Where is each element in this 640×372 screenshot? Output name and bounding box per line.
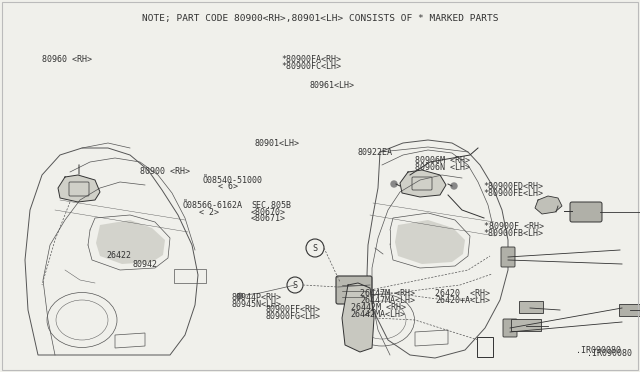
Text: < 6>: < 6> [218,182,237,191]
FancyBboxPatch shape [503,319,517,337]
Text: 80900FG<LH>: 80900FG<LH> [266,312,321,321]
Text: 26420+A<LH>: 26420+A<LH> [435,296,490,305]
FancyBboxPatch shape [519,301,543,313]
Text: Õ08566-6162A: Õ08566-6162A [182,201,243,210]
Text: 80942: 80942 [132,260,157,269]
Polygon shape [395,220,465,264]
Text: <80670>: <80670> [251,208,286,217]
Text: 80960 <RH>: 80960 <RH> [42,55,92,64]
Text: 80944P<RH>: 80944P<RH> [232,293,282,302]
Text: 80945N<LH>: 80945N<LH> [232,300,282,309]
Text: NOTE; PART CODE 80900<RH>,80901<LH> CONSISTS OF * MARKED PARTS: NOTE; PART CODE 80900<RH>,80901<LH> CONS… [141,14,499,23]
Text: .IR090080: .IR090080 [576,346,621,355]
Text: S: S [292,280,298,289]
Text: 80901<LH>: 80901<LH> [255,139,300,148]
Text: 26422: 26422 [106,251,131,260]
Text: < 2>: < 2> [199,208,219,217]
FancyBboxPatch shape [570,202,602,222]
FancyBboxPatch shape [336,276,372,304]
Text: 80906N <LH>: 80906N <LH> [415,163,470,172]
Text: *80900F <RH>: *80900F <RH> [484,222,544,231]
Polygon shape [400,170,446,197]
FancyBboxPatch shape [619,304,640,316]
Text: SEC.805B: SEC.805B [251,201,291,210]
Polygon shape [535,196,562,214]
Text: 80906M <RH>: 80906M <RH> [415,156,470,165]
Text: S: S [312,244,317,253]
Text: 26442MA<LH>: 26442MA<LH> [351,310,406,318]
Text: *80900FD<RH>: *80900FD<RH> [484,182,544,191]
Text: *80900FB<LH>: *80900FB<LH> [484,229,544,238]
Text: 80961<LH>: 80961<LH> [310,81,355,90]
Text: 26447MA<LH>: 26447MA<LH> [360,296,415,305]
FancyBboxPatch shape [501,247,515,267]
Text: *80900FA<RH>: *80900FA<RH> [282,55,342,64]
FancyBboxPatch shape [511,319,541,331]
Text: 26442M <RH>: 26442M <RH> [351,303,406,312]
Text: *80900FC<LH>: *80900FC<LH> [282,62,342,71]
Circle shape [391,181,397,187]
Polygon shape [96,220,165,264]
Polygon shape [58,175,100,202]
Text: 80900 <RH>: 80900 <RH> [140,167,189,176]
Text: 26420  <RH>: 26420 <RH> [435,289,490,298]
Text: 80900FF<RH>: 80900FF<RH> [266,305,321,314]
Circle shape [451,183,457,189]
Polygon shape [342,283,374,352]
Circle shape [237,293,243,299]
Text: *80900FE<LH>: *80900FE<LH> [484,189,544,198]
Text: Õ08540-51000: Õ08540-51000 [202,176,262,185]
Text: .IR090080: .IR090080 [587,349,632,358]
Text: 26447M <RH>: 26447M <RH> [360,289,415,298]
Text: 80922EA: 80922EA [357,148,392,157]
Text: <80671>: <80671> [251,214,286,223]
